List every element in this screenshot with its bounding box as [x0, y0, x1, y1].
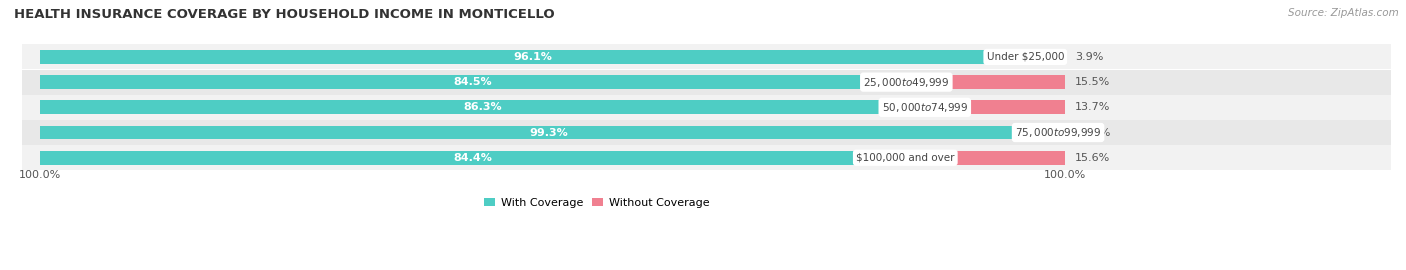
- Bar: [21, 120, 1391, 145]
- Bar: [925, 100, 1066, 114]
- Bar: [39, 151, 905, 165]
- Text: $100,000 and over: $100,000 and over: [856, 153, 955, 163]
- Bar: [39, 126, 1059, 140]
- Bar: [21, 45, 1391, 69]
- Bar: [1059, 126, 1066, 140]
- Bar: [21, 95, 1391, 120]
- Text: 96.1%: 96.1%: [513, 52, 553, 62]
- Text: $75,000 to $99,999: $75,000 to $99,999: [1015, 126, 1101, 139]
- Bar: [39, 75, 907, 89]
- Text: $50,000 to $74,999: $50,000 to $74,999: [882, 101, 967, 114]
- Text: $25,000 to $49,999: $25,000 to $49,999: [863, 76, 949, 89]
- Text: Source: ZipAtlas.com: Source: ZipAtlas.com: [1288, 8, 1399, 18]
- Bar: [21, 145, 1391, 170]
- Bar: [39, 100, 925, 114]
- Text: 0.71%: 0.71%: [1076, 127, 1111, 137]
- Text: HEALTH INSURANCE COVERAGE BY HOUSEHOLD INCOME IN MONTICELLO: HEALTH INSURANCE COVERAGE BY HOUSEHOLD I…: [14, 8, 555, 21]
- Bar: [907, 75, 1066, 89]
- Text: 3.9%: 3.9%: [1076, 52, 1104, 62]
- Text: Under $25,000: Under $25,000: [987, 52, 1064, 62]
- Bar: [39, 50, 1025, 64]
- Text: 100.0%: 100.0%: [18, 170, 60, 180]
- Text: 86.3%: 86.3%: [463, 102, 502, 112]
- Text: 15.6%: 15.6%: [1076, 153, 1111, 163]
- Text: 15.5%: 15.5%: [1076, 77, 1111, 87]
- Legend: With Coverage, Without Coverage: With Coverage, Without Coverage: [479, 193, 714, 212]
- Bar: [21, 70, 1391, 94]
- Text: 84.4%: 84.4%: [453, 153, 492, 163]
- Bar: [905, 151, 1066, 165]
- Bar: [1025, 50, 1066, 64]
- Text: 100.0%: 100.0%: [1045, 170, 1087, 180]
- Text: 13.7%: 13.7%: [1076, 102, 1111, 112]
- Text: 84.5%: 84.5%: [454, 77, 492, 87]
- Text: 99.3%: 99.3%: [530, 127, 568, 137]
